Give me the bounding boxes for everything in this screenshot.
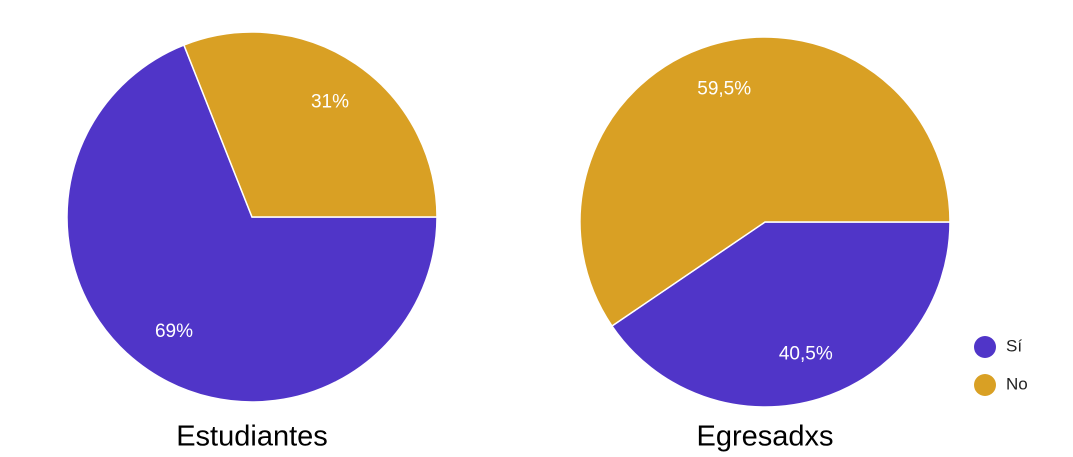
slice-label: 69% xyxy=(155,321,193,342)
pie-slice xyxy=(66,44,438,403)
legend-marker xyxy=(974,374,996,396)
slice-label: 40,5% xyxy=(779,344,833,365)
pie-slice xyxy=(579,36,951,328)
chart-title: Estudiantes xyxy=(176,421,328,453)
legend-marker xyxy=(974,336,996,358)
legend-label: No xyxy=(1006,374,1028,393)
pie-slice xyxy=(182,31,438,218)
chart-title: Egresadxs xyxy=(696,421,833,453)
pie-slice xyxy=(610,221,951,408)
legend-label: Sí xyxy=(1006,336,1022,355)
slice-label: 31% xyxy=(311,91,349,112)
slice-label: 59,5% xyxy=(697,78,751,99)
